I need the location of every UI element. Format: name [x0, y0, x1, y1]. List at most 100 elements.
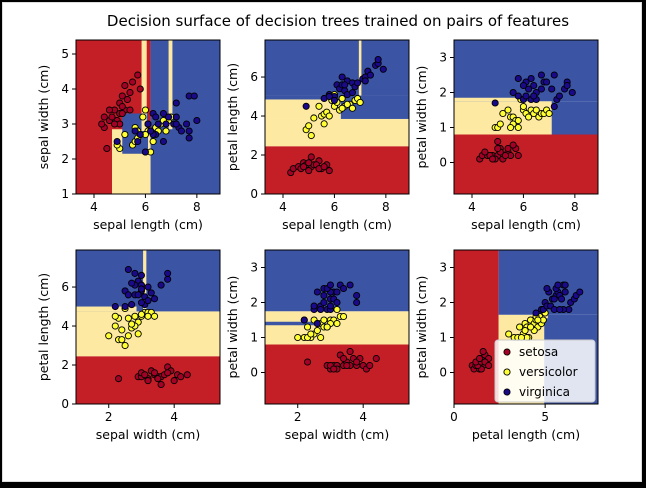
decision-region-versicolor — [454, 97, 521, 102]
data-point-virginica — [555, 92, 563, 100]
data-point-virginica — [330, 96, 338, 104]
data-point-virginica — [366, 71, 374, 79]
data-point-setosa — [183, 371, 191, 379]
data-point-virginica — [543, 78, 551, 86]
data-point-virginica — [361, 77, 369, 85]
data-point-setosa — [343, 361, 351, 370]
data-point-virginica — [346, 281, 354, 289]
data-point-virginica — [537, 85, 545, 93]
data-point-virginica — [152, 113, 160, 121]
x-tick-label: 2 — [294, 410, 302, 424]
data-point-versicolor — [118, 326, 126, 334]
x-axis-label: sepal width (cm) — [285, 427, 389, 442]
data-point-virginica — [134, 291, 142, 299]
data-point-virginica — [113, 137, 121, 146]
data-point-virginica — [326, 302, 335, 310]
data-point-virginica — [185, 134, 193, 142]
data-point-versicolor — [333, 305, 341, 314]
data-point-versicolor — [356, 98, 364, 106]
data-point-versicolor — [149, 137, 157, 146]
data-point-virginica — [568, 88, 576, 97]
legend-label-virginica: virginica — [519, 385, 570, 399]
data-point-virginica — [313, 319, 321, 328]
data-point-virginica — [374, 55, 382, 64]
data-point-virginica — [147, 289, 155, 297]
data-point-virginica — [353, 298, 361, 307]
data-point-setosa — [157, 380, 165, 389]
data-point-versicolor — [507, 123, 515, 132]
y-tick-label: 2 — [439, 86, 447, 100]
x-tick-label: 4 — [90, 200, 98, 214]
data-point-versicolor — [139, 113, 147, 121]
data-point-versicolor — [348, 104, 356, 112]
data-point-virginica — [144, 120, 152, 128]
y-tick-label: 3 — [250, 261, 258, 275]
y-tick-label: 5 — [61, 47, 69, 61]
data-point-versicolor — [150, 312, 159, 320]
data-point-virginica — [128, 279, 136, 287]
data-point-virginica — [561, 288, 569, 296]
y-tick-label: 2 — [61, 358, 69, 372]
data-point-virginica — [514, 92, 522, 100]
data-point-virginica — [561, 281, 569, 289]
data-point-virginica — [537, 71, 545, 79]
data-point-versicolor — [310, 114, 318, 122]
decision-region-setosa — [454, 250, 499, 404]
data-point-versicolor — [305, 122, 313, 130]
data-point-virginica — [144, 283, 152, 291]
y-tick-label: 3 — [439, 261, 447, 275]
data-point-versicolor — [338, 104, 346, 112]
y-axis-label: petal width (cm) — [414, 276, 429, 379]
x-tick-label: 2 — [105, 410, 113, 424]
legend-label-setosa: setosa — [519, 345, 558, 359]
data-point-versicolor — [323, 323, 331, 331]
data-point-versicolor — [313, 326, 321, 335]
data-point-versicolor — [141, 106, 149, 114]
data-point-virginica — [491, 99, 499, 107]
data-point-setosa — [481, 148, 489, 156]
data-point-versicolor — [307, 330, 315, 338]
data-point-virginica — [522, 92, 530, 100]
plot-area — [76, 250, 220, 404]
data-point-virginica — [159, 109, 167, 118]
y-axis-label: petal width (cm) — [414, 66, 429, 169]
data-point-virginica — [379, 65, 387, 73]
data-point-virginica — [164, 269, 172, 277]
decision-region-virginica — [265, 321, 326, 326]
plot-area — [454, 40, 598, 194]
data-point-setosa — [164, 369, 172, 377]
data-point-setosa — [136, 85, 144, 93]
data-point-setosa — [123, 95, 131, 104]
plot-area — [265, 40, 409, 194]
y-tick-label: 4 — [61, 82, 69, 96]
data-point-virginica — [162, 120, 170, 128]
x-axis-label: petal length (cm) — [472, 427, 580, 442]
data-point-setosa — [103, 144, 111, 153]
data-point-setosa — [372, 354, 380, 363]
data-point-versicolor — [532, 106, 540, 114]
y-tick-label: 6 — [250, 70, 258, 84]
data-point-setosa — [144, 377, 152, 385]
data-point-versicolor — [499, 109, 507, 118]
data-point-versicolor — [294, 333, 302, 342]
legend-marker-versicolor — [503, 368, 511, 376]
axes-frame — [453, 39, 599, 195]
data-point-virginica — [313, 288, 321, 296]
data-point-setosa — [305, 159, 313, 167]
data-point-versicolor — [343, 100, 351, 108]
subplot-3: 4 6 8 0 1 2 3 sepal length (cm) petal width (cm) — [414, 39, 599, 232]
decision-region-versicolor — [143, 250, 147, 312]
y-tick-label: 0 — [439, 156, 447, 170]
y-tick-label: 0 — [250, 366, 258, 380]
data-point-virginica — [131, 269, 139, 277]
data-point-versicolor — [307, 131, 315, 140]
y-tick-label: 0 — [250, 187, 258, 201]
subplot-grid: 4 6 8 1 2 3 4 5 sepal length (cm) sepal width (cm… — [36, 39, 599, 442]
data-point-virginica — [333, 288, 341, 296]
data-point-virginica — [576, 288, 584, 296]
data-point-versicolor — [496, 120, 504, 128]
plot-area — [76, 40, 220, 194]
legend-label-versicolor: versicolor — [519, 365, 578, 379]
data-point-virginica — [543, 284, 551, 293]
y-tick-label: 1 — [439, 121, 447, 135]
